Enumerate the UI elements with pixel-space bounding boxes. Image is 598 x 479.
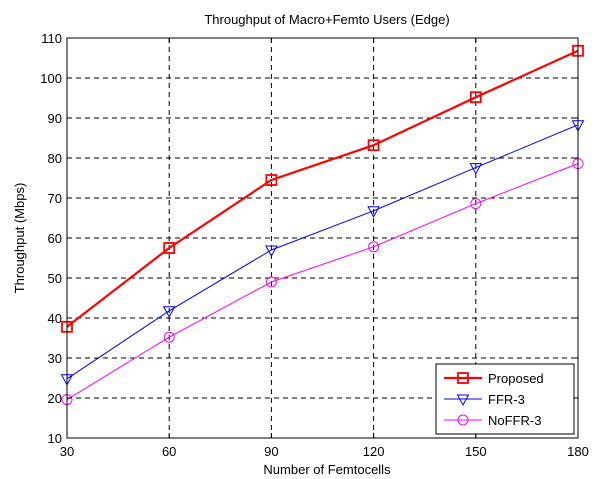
legend-marker-ffr-3 bbox=[456, 394, 470, 407]
legend-label-ffr-3: FFR-3 bbox=[488, 392, 525, 407]
x-tick-label: 60 bbox=[162, 444, 176, 459]
x-tick-label: 120 bbox=[363, 444, 385, 459]
x-tick-label: 150 bbox=[465, 444, 487, 459]
data-point-noffr-3 bbox=[163, 331, 175, 343]
series-line-noffr-3 bbox=[66, 163, 579, 401]
x-tick-label: 90 bbox=[264, 444, 278, 459]
data-point-ffr-3 bbox=[265, 245, 278, 258]
data-point-proposed bbox=[265, 174, 278, 186]
y-tick-label: 70 bbox=[48, 191, 62, 206]
y-tick-label: 50 bbox=[48, 271, 62, 286]
legend-label-proposed: Proposed bbox=[488, 371, 544, 386]
y-axis-label: Throughput (Mbps) bbox=[12, 183, 27, 294]
y-tick-label: 40 bbox=[48, 311, 62, 326]
data-point-noffr-3 bbox=[368, 241, 380, 253]
y-tick-label: 30 bbox=[48, 351, 62, 366]
x-tick-label: 180 bbox=[567, 444, 589, 459]
data-point-ffr-3 bbox=[162, 306, 176, 318]
axis-ticks: 30 60 90 120 150 180 10 20 30 40 50 60 70 80 90 100 110 bbox=[40, 31, 589, 459]
x-tick-label: 30 bbox=[60, 444, 74, 459]
y-tick-label: 90 bbox=[48, 111, 62, 126]
plot-series bbox=[60, 44, 585, 406]
y-tick-label: 20 bbox=[48, 391, 62, 406]
series-line-proposed bbox=[66, 49, 579, 328]
data-point-proposed bbox=[469, 91, 482, 104]
data-point-ffr-3 bbox=[469, 163, 483, 175]
series-line-ffr-3 bbox=[66, 124, 579, 380]
y-tick-label: 100 bbox=[40, 71, 62, 86]
data-point-proposed bbox=[163, 242, 176, 254]
data-point-ffr-3 bbox=[367, 206, 380, 218]
legend-marker-proposed bbox=[457, 372, 469, 384]
y-tick-label: 110 bbox=[41, 31, 62, 46]
y-tick-label: 10 bbox=[48, 431, 62, 446]
grid-lines bbox=[67, 38, 578, 438]
legend: Proposed FFR-3 NoFFR-3 bbox=[435, 363, 575, 435]
data-point-noffr-3 bbox=[265, 276, 277, 288]
y-tick-label: 80 bbox=[48, 151, 62, 166]
legend-label-noffr-3: NoFFR-3 bbox=[488, 413, 541, 428]
y-tick-label: 60 bbox=[48, 231, 62, 246]
data-point-proposed bbox=[367, 139, 380, 152]
chart-title: Throughput of Macro+Femto Users (Edge) bbox=[204, 12, 449, 27]
legend-marker-noffr-3 bbox=[457, 414, 469, 426]
data-point-noffr-3 bbox=[470, 198, 482, 210]
x-axis-label: Number of Femtocells bbox=[263, 462, 391, 477]
